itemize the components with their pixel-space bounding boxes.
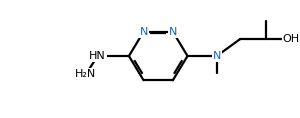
Text: H₂N: H₂N xyxy=(75,69,97,79)
Text: N: N xyxy=(140,27,148,37)
Text: N: N xyxy=(213,51,221,61)
Text: N: N xyxy=(169,27,177,37)
Text: OH: OH xyxy=(283,34,300,44)
Text: HN: HN xyxy=(89,51,106,61)
